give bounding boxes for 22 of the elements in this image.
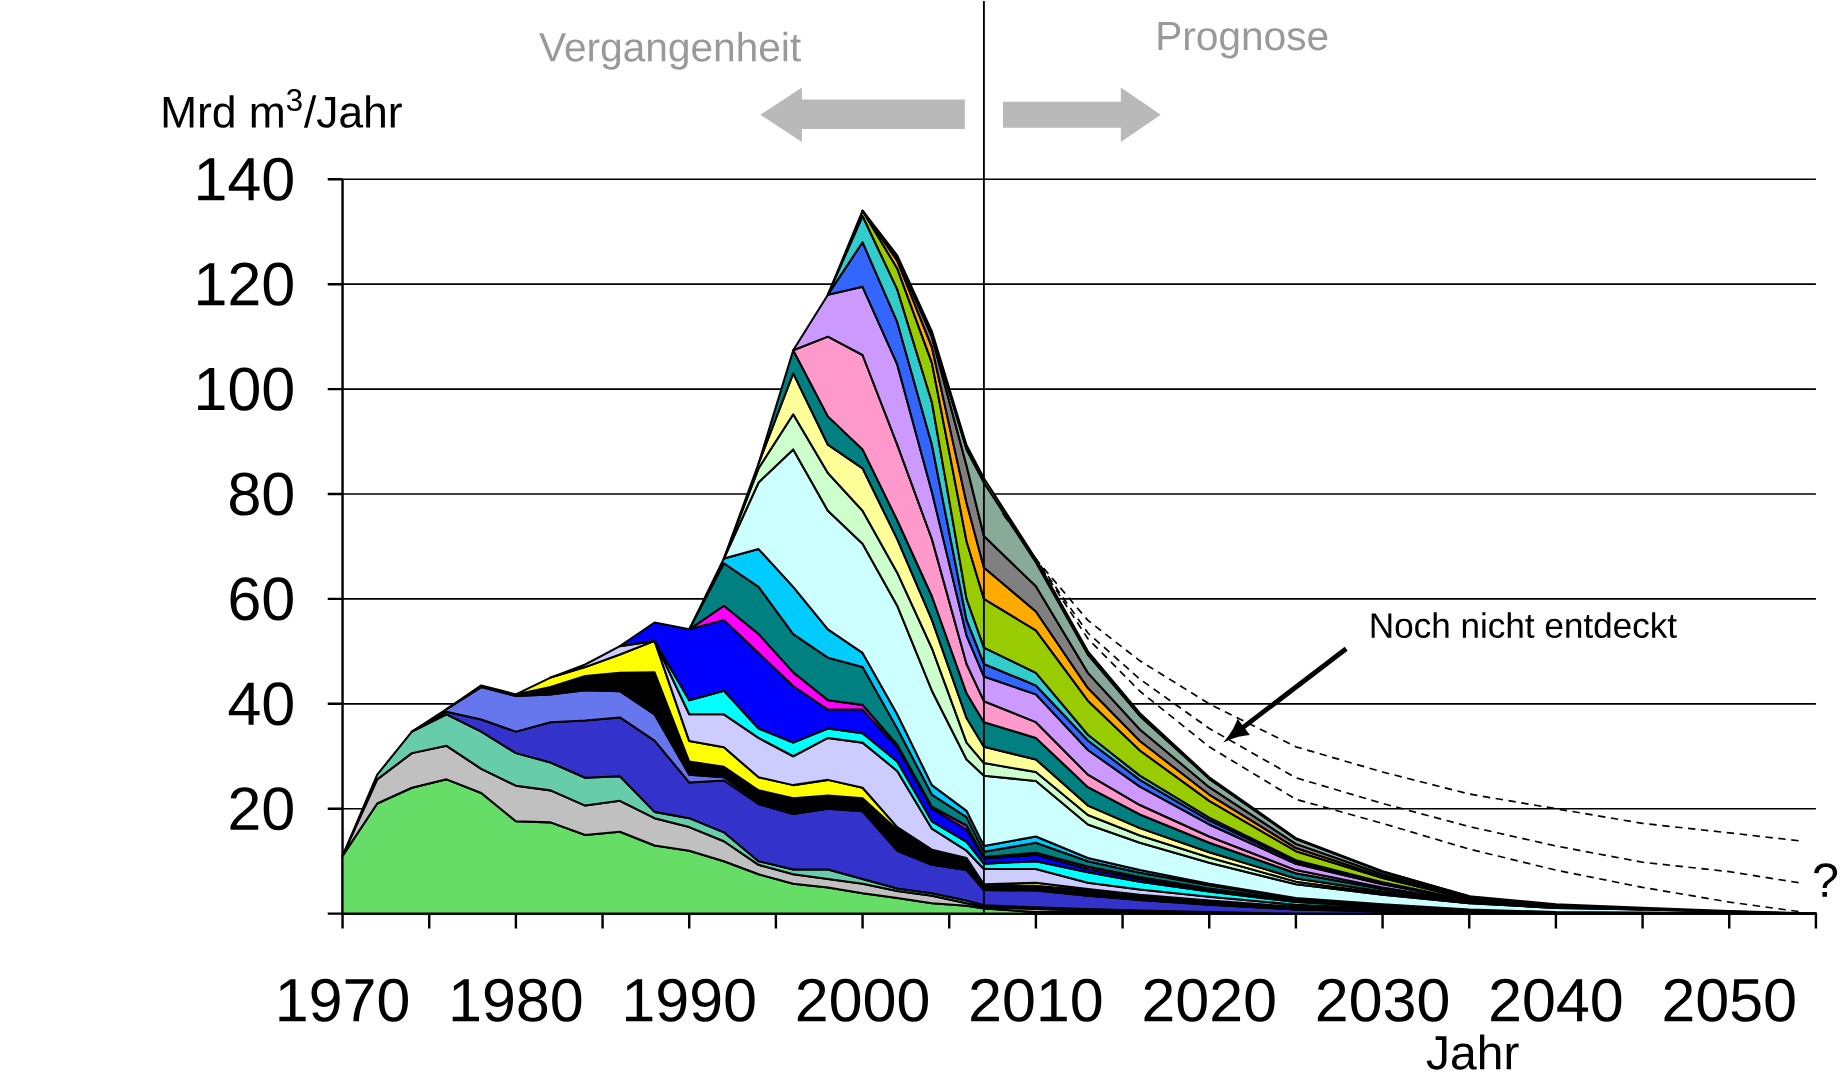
text: Prognose [1158,22,1328,59]
y-tick-label: 60 [230,577,293,621]
x-tick-label: 2040 [1491,978,1622,1022]
x-axis-title: Jahr [1426,1034,1519,1070]
x-tick-label: 2050 [1664,978,1795,1022]
annotation: Noch nicht entdeckt [1371,612,1677,639]
text: Vergangenheit [539,31,801,70]
x-tick-label: 2000 [797,978,928,1022]
x-tick-label: 1970 [279,978,408,1022]
x-tick-label: 2010 [971,978,1102,1022]
y-tick-label: 80 [230,472,293,516]
y-axis-title: Mrd m$^{3}$/Jahr [163,89,402,128]
x-tick-label: 2020 [1144,978,1275,1022]
y-tick-label: 100 [198,367,293,411]
x-tick-label: 1980 [452,978,582,1022]
x-tick-label: 2030 [1317,978,1448,1022]
y-tick-label: 40 [228,682,293,726]
annotation: ? [1814,863,1838,897]
y-tick-label: 140 [198,157,293,201]
y-tick-label: 20 [230,787,293,831]
y-tick-label: 120 [198,262,293,306]
x-tick-label: 1990 [626,978,755,1022]
